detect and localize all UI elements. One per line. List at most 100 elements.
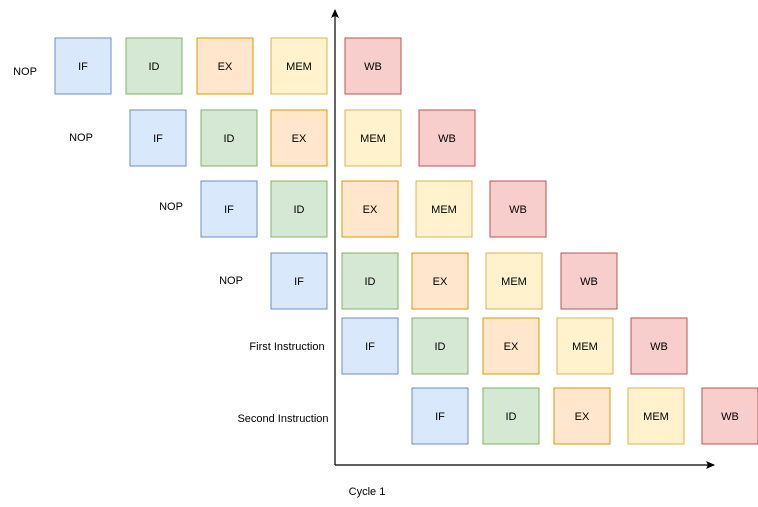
stage-label: EX bbox=[363, 204, 378, 216]
stage-label: MEM bbox=[431, 204, 457, 216]
stage-rect bbox=[418, 109, 476, 167]
stage-box-wb: WB bbox=[560, 252, 618, 310]
pipeline-row: NOP IF ID EX MEM WB bbox=[13, 37, 402, 95]
stage-rect bbox=[701, 387, 758, 445]
stage-box-ex: EX bbox=[341, 180, 399, 238]
stage-box-id: ID bbox=[341, 252, 399, 310]
stage-rect bbox=[54, 37, 112, 95]
stage-label: ID bbox=[365, 276, 376, 288]
stage-box-ex: EX bbox=[411, 252, 469, 310]
pipeline-row: NOP IF ID EX MEM WB bbox=[219, 252, 618, 310]
stage-rect bbox=[341, 252, 399, 310]
stage-rect bbox=[415, 180, 473, 238]
pipeline-row: NOP IF ID EX MEM WB bbox=[69, 109, 476, 167]
stage-label: WB bbox=[364, 61, 382, 73]
stage-rect bbox=[411, 252, 469, 310]
stage-label: WB bbox=[721, 411, 739, 423]
row-label: NOP bbox=[13, 66, 37, 78]
stage-rect bbox=[482, 387, 540, 445]
stage-box-mem: MEM bbox=[415, 180, 473, 238]
stage-label: WB bbox=[438, 133, 456, 145]
stage-label: ID bbox=[294, 204, 305, 216]
stage-rect bbox=[129, 109, 187, 167]
stage-label: ID bbox=[149, 61, 160, 73]
row-label: NOP bbox=[69, 132, 93, 144]
pipeline-row: First Instruction IF ID EX MEM WB bbox=[249, 317, 688, 375]
pipeline-rows: NOP IF ID EX MEM WB NOP IF ID EX MEM WB NOP IF ID EX MEM… bbox=[13, 37, 758, 445]
stage-rect bbox=[344, 109, 402, 167]
row-label: NOP bbox=[219, 275, 243, 287]
stage-label: IF bbox=[78, 61, 88, 73]
stage-rect bbox=[627, 387, 685, 445]
stage-label: WB bbox=[509, 204, 527, 216]
stage-rect bbox=[200, 180, 258, 238]
stage-rect bbox=[489, 180, 547, 238]
pipeline-row: Second Instruction IF ID EX MEM WB bbox=[237, 387, 758, 445]
stage-label: EX bbox=[292, 133, 307, 145]
stage-rect bbox=[630, 317, 688, 375]
x-axis-label: Cycle 1 bbox=[349, 486, 386, 498]
row-label: Second Instruction bbox=[237, 413, 328, 425]
stage-box-mem: MEM bbox=[556, 317, 614, 375]
stage-rect bbox=[200, 109, 258, 167]
stage-label: WB bbox=[580, 276, 598, 288]
stage-rect bbox=[125, 37, 183, 95]
stage-rect bbox=[344, 37, 402, 95]
stage-rect bbox=[560, 252, 618, 310]
stage-box-ex: EX bbox=[270, 109, 328, 167]
stage-label: WB bbox=[650, 341, 668, 353]
stage-label: IF bbox=[435, 411, 445, 423]
stage-box-mem: MEM bbox=[270, 37, 328, 95]
pipeline-row: NOP IF ID EX MEM WB bbox=[159, 180, 547, 238]
stage-label: MEM bbox=[643, 411, 669, 423]
stage-box-ex: EX bbox=[553, 387, 611, 445]
stage-box-if: IF bbox=[270, 252, 328, 310]
stage-label: ID bbox=[506, 411, 517, 423]
stage-rect bbox=[485, 252, 543, 310]
stage-label: MEM bbox=[501, 276, 527, 288]
stage-box-wb: WB bbox=[489, 180, 547, 238]
stage-box-id: ID bbox=[200, 109, 258, 167]
stage-box-id: ID bbox=[270, 180, 328, 238]
stage-box-id: ID bbox=[125, 37, 183, 95]
stage-label: IF bbox=[294, 276, 304, 288]
stage-rect bbox=[411, 387, 469, 445]
stage-box-mem: MEM bbox=[485, 252, 543, 310]
stage-label: IF bbox=[365, 341, 375, 353]
stage-rect bbox=[270, 252, 328, 310]
stage-label: MEM bbox=[286, 61, 312, 73]
stage-rect bbox=[270, 37, 328, 95]
stage-rect bbox=[196, 37, 254, 95]
stage-rect bbox=[270, 180, 328, 238]
stage-box-id: ID bbox=[411, 317, 469, 375]
stage-label: IF bbox=[153, 133, 163, 145]
stage-box-ex: EX bbox=[482, 317, 540, 375]
stage-label: ID bbox=[435, 341, 446, 353]
stage-rect bbox=[270, 109, 328, 167]
stage-label: ID bbox=[224, 133, 235, 145]
stage-box-wb: WB bbox=[701, 387, 758, 445]
stage-rect bbox=[341, 317, 399, 375]
stage-label: MEM bbox=[360, 133, 386, 145]
stage-box-mem: MEM bbox=[627, 387, 685, 445]
stage-rect bbox=[341, 180, 399, 238]
row-label: NOP bbox=[159, 201, 183, 213]
row-label: First Instruction bbox=[249, 341, 324, 353]
stage-label: EX bbox=[504, 341, 519, 353]
stage-rect bbox=[482, 317, 540, 375]
stage-box-ex: EX bbox=[196, 37, 254, 95]
stage-label: IF bbox=[224, 204, 234, 216]
stage-box-wb: WB bbox=[344, 37, 402, 95]
stage-rect bbox=[553, 387, 611, 445]
stage-box-if: IF bbox=[54, 37, 112, 95]
stage-label: EX bbox=[218, 61, 233, 73]
stage-label: MEM bbox=[572, 341, 598, 353]
stage-rect bbox=[411, 317, 469, 375]
stage-box-if: IF bbox=[129, 109, 187, 167]
stage-box-id: ID bbox=[482, 387, 540, 445]
stage-label: EX bbox=[433, 276, 448, 288]
stage-box-wb: WB bbox=[418, 109, 476, 167]
stage-box-wb: WB bbox=[630, 317, 688, 375]
stage-box-if: IF bbox=[341, 317, 399, 375]
